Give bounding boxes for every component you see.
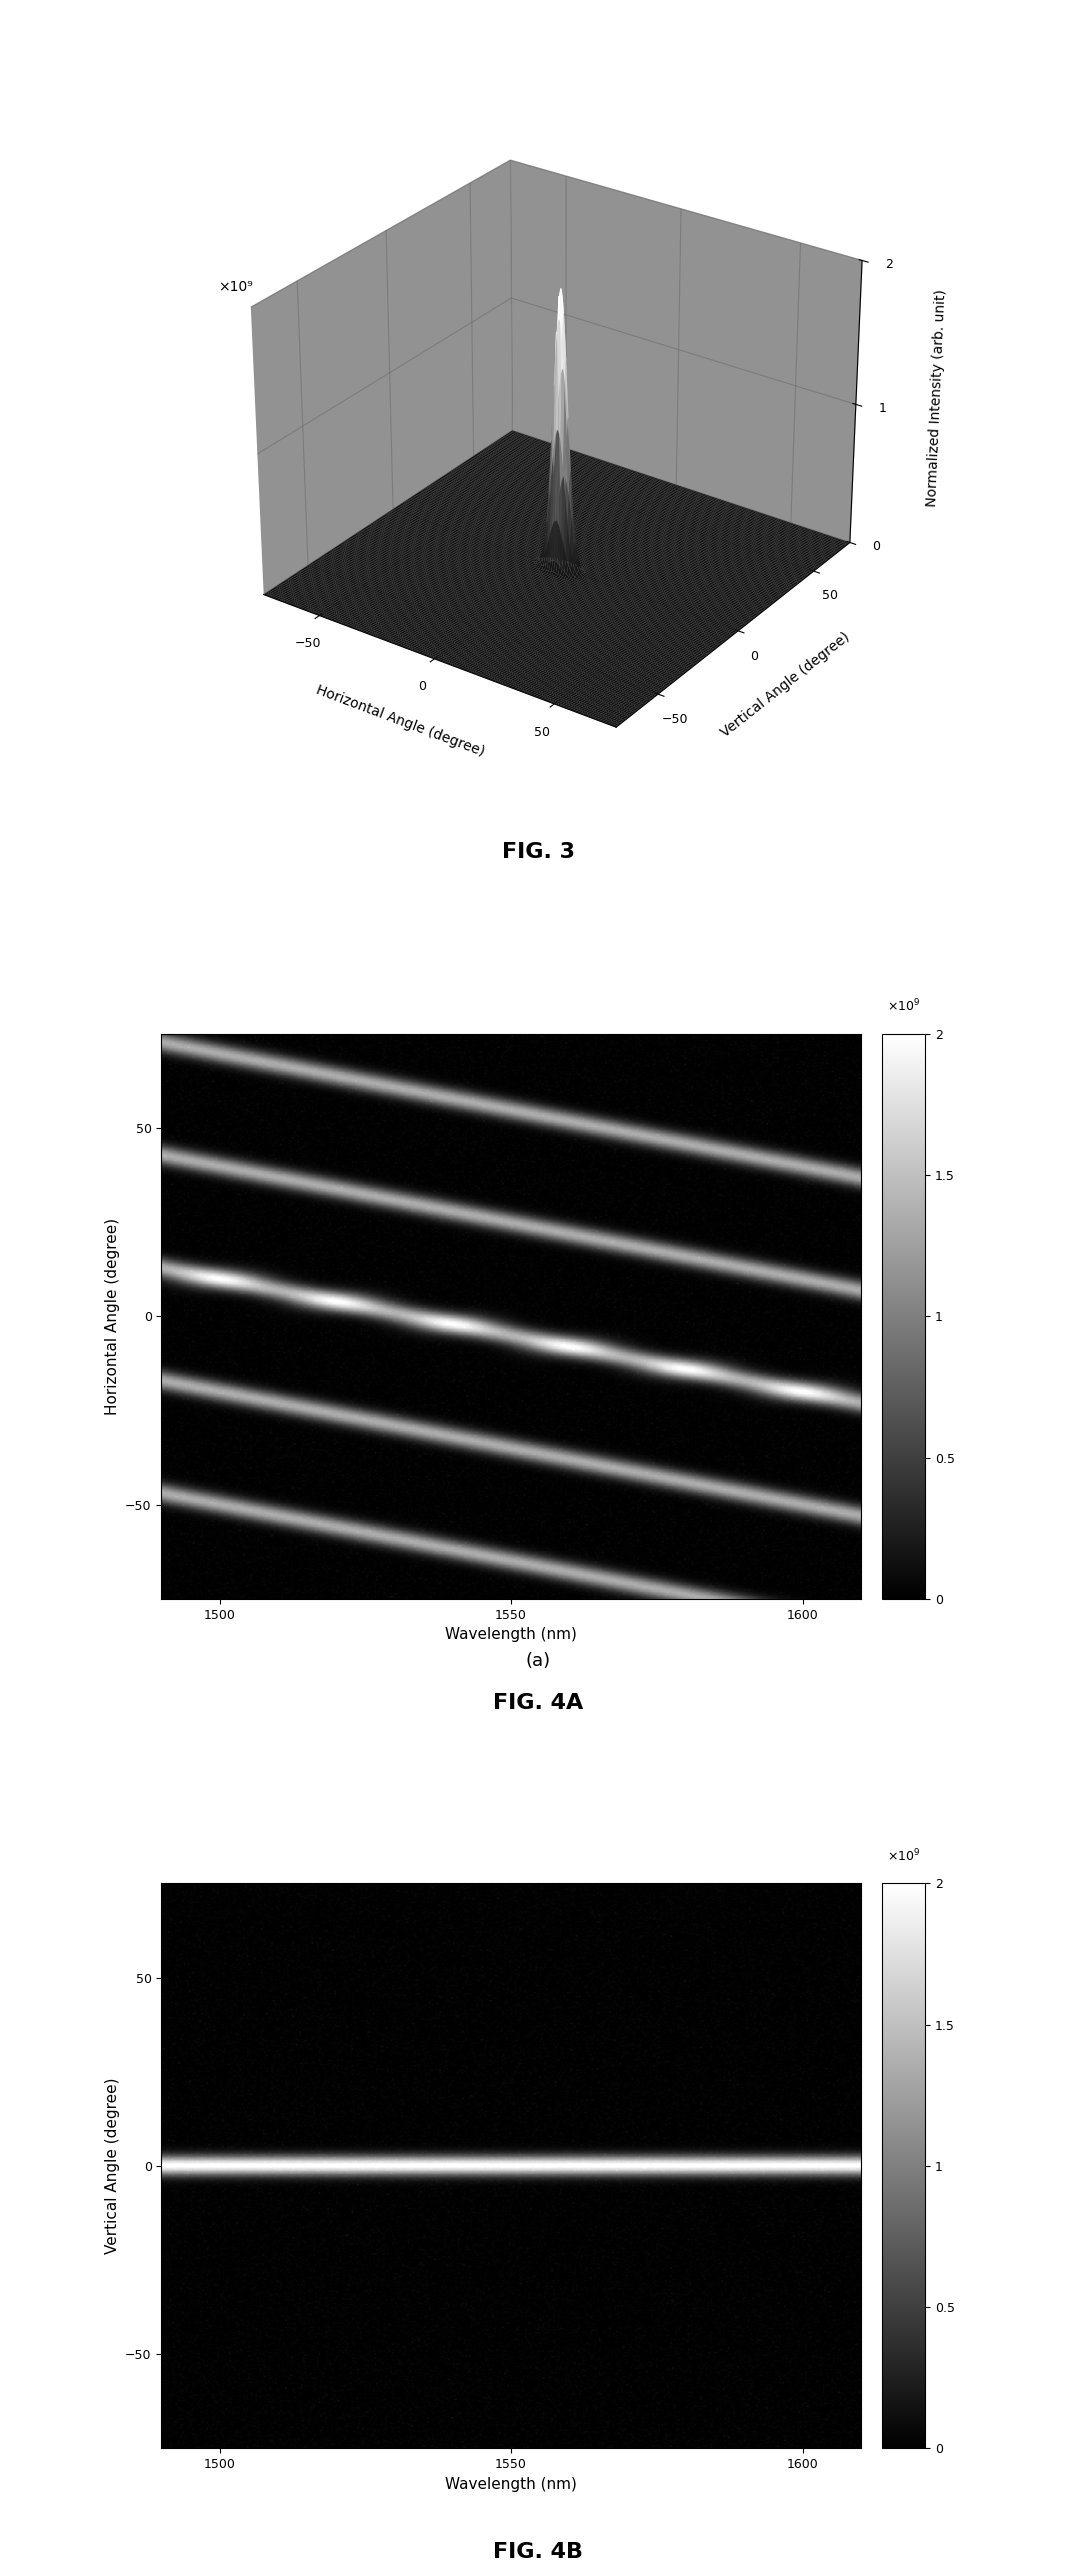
Text: $\times10^9$: $\times10^9$ bbox=[887, 1848, 921, 1863]
Y-axis label: Vertical Angle (degree): Vertical Angle (degree) bbox=[719, 629, 852, 739]
Text: ×10⁹: ×10⁹ bbox=[217, 280, 253, 295]
X-axis label: Wavelength (nm): Wavelength (nm) bbox=[445, 2476, 577, 2492]
X-axis label: Horizontal Angle (degree): Horizontal Angle (degree) bbox=[314, 683, 486, 760]
Y-axis label: Horizontal Angle (degree): Horizontal Angle (degree) bbox=[104, 1219, 119, 1414]
X-axis label: Wavelength (nm): Wavelength (nm) bbox=[445, 1627, 577, 1642]
Y-axis label: Vertical Angle (degree): Vertical Angle (degree) bbox=[104, 2078, 119, 2253]
Text: $\times10^9$: $\times10^9$ bbox=[887, 998, 921, 1014]
